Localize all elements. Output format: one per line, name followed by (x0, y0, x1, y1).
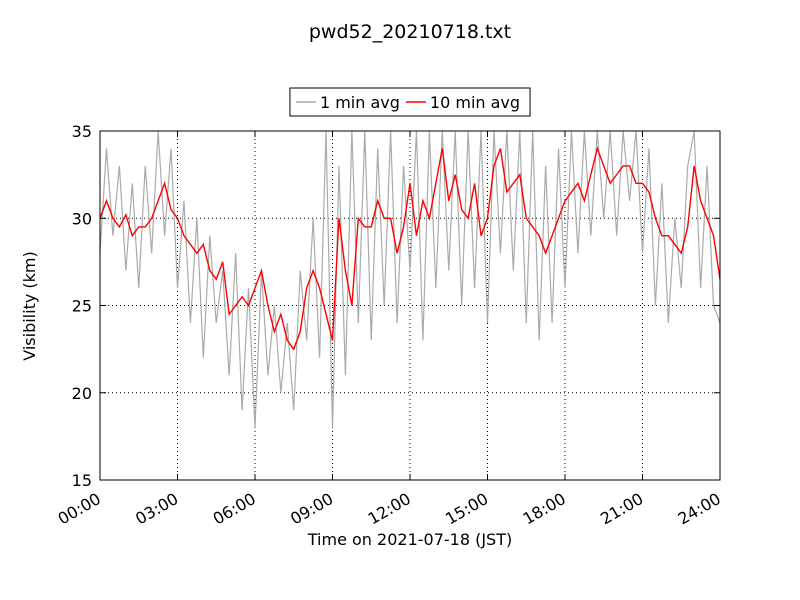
plot-lines (100, 131, 720, 428)
legend: 1 min avg 10 min avg (289, 87, 531, 117)
y-tick-label: 20 (72, 384, 92, 403)
x-axis-label: Time on 2021-07-18 (JST) (307, 530, 512, 549)
y-tick-label: 30 (72, 209, 92, 228)
legend-label: 1 min avg (320, 93, 400, 112)
legend-label: 10 min avg (430, 93, 520, 112)
y-tick-label: 35 (72, 122, 92, 141)
series-line (100, 131, 720, 428)
y-axis-label: Visibility (km) (20, 251, 39, 360)
series-line (100, 146, 720, 351)
chart-title: pwd52_20210718.txt (309, 21, 511, 43)
y-tick-label: 15 (72, 471, 92, 490)
y-tick-label: 25 (72, 297, 92, 316)
